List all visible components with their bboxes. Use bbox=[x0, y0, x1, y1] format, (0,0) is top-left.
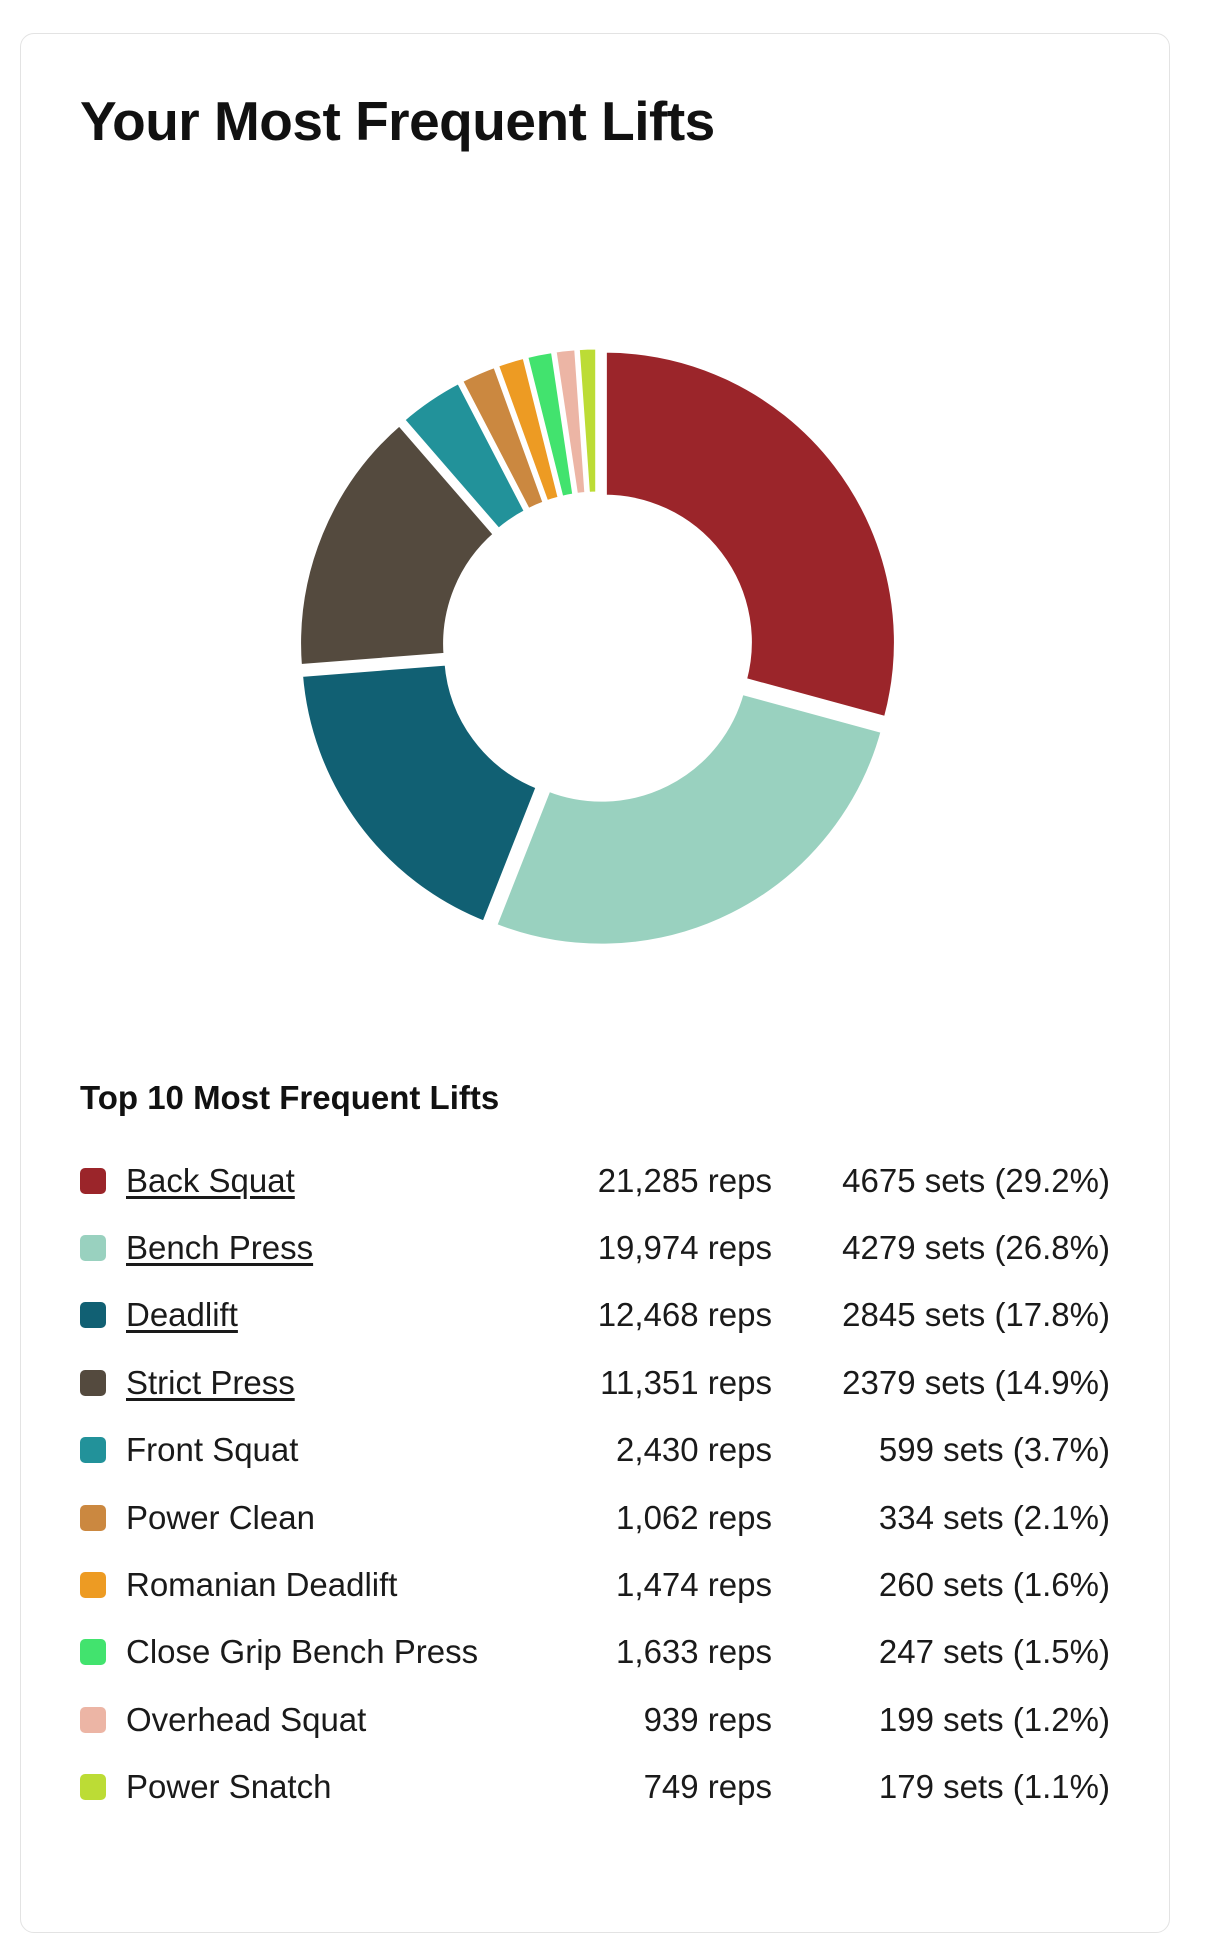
lift-reps: 12,468 reps bbox=[597, 1296, 772, 1334]
legend-swatch bbox=[80, 1437, 106, 1464]
lift-link[interactable]: Deadlift bbox=[126, 1296, 238, 1334]
lift-name: Close Grip Bench Press bbox=[126, 1633, 479, 1671]
lift-sets: 599 sets (3.7%) bbox=[878, 1431, 1110, 1469]
legend-item-romanian-deadlift: Romanian Deadlift 1,474 reps 260 sets (1.6… bbox=[80, 1551, 1110, 1618]
lift-sets: 199 sets (1.2%) bbox=[878, 1700, 1110, 1738]
legend-item-strict-press: Strict Press 11,351 reps 2379 sets (14.9%) bbox=[80, 1349, 1110, 1416]
legend-item-deadlift: Deadlift 12,468 reps 2845 sets (17.8%) bbox=[80, 1282, 1110, 1349]
legend-swatch bbox=[80, 1572, 106, 1599]
lift-name: Romanian Deadlift bbox=[126, 1566, 398, 1604]
lift-sets: 260 sets (1.6%) bbox=[878, 1566, 1110, 1604]
lift-link[interactable]: Strict Press bbox=[126, 1363, 295, 1401]
lift-reps: 11,351 reps bbox=[600, 1363, 772, 1401]
legend-title: Top 10 Most Frequent Lifts bbox=[80, 1079, 500, 1116]
slice-back-squat[interactable] bbox=[601, 347, 899, 722]
legend-item-power-clean: Power Clean 1,062 reps 334 sets (2.1%) bbox=[80, 1484, 1110, 1551]
slice-bench-press[interactable] bbox=[491, 689, 887, 949]
legend-item-front-squat: Front Squat 2,430 reps 599 sets (3.7%) bbox=[80, 1417, 1110, 1484]
legend-swatch bbox=[80, 1504, 106, 1531]
legend-item-overhead-squat: Overhead Squat 939 reps 199 sets (1.2%) bbox=[80, 1686, 1110, 1753]
lift-reps: 1,633 reps bbox=[616, 1633, 772, 1671]
donut-chart bbox=[296, 344, 899, 949]
lift-reps: 19,974 reps bbox=[597, 1229, 772, 1267]
lift-name: Overhead Squat bbox=[126, 1700, 367, 1738]
lift-name: Front Squat bbox=[126, 1431, 299, 1469]
legend-item-back-squat: Back Squat 21,285 reps 4675 sets (29.2%) bbox=[80, 1147, 1110, 1214]
legend-swatch bbox=[80, 1369, 106, 1396]
legend-item-bench-press: Bench Press 19,974 reps 4279 sets (26.8%) bbox=[80, 1214, 1110, 1281]
legend-swatch bbox=[80, 1774, 106, 1801]
legend-swatch bbox=[80, 1235, 106, 1262]
lift-reps: 939 reps bbox=[643, 1700, 772, 1738]
lift-sets: 247 sets (1.5%) bbox=[878, 1633, 1110, 1671]
lift-reps: 1,062 reps bbox=[616, 1498, 772, 1536]
lift-link[interactable]: Bench Press bbox=[126, 1229, 314, 1267]
legend-swatch bbox=[80, 1639, 106, 1666]
lift-sets: 179 sets (1.1%) bbox=[878, 1768, 1110, 1806]
lift-reps: 21,285 reps bbox=[597, 1161, 772, 1199]
legend-item-power-snatch: Power Snatch 749 reps 179 sets (1.1%) bbox=[80, 1754, 1110, 1821]
lift-sets: 4675 sets (29.2%) bbox=[842, 1161, 1110, 1199]
legend-swatch bbox=[80, 1706, 106, 1733]
lift-link[interactable]: Back Squat bbox=[126, 1161, 295, 1199]
legend-list: Back Squat 21,285 reps 4675 sets (29.2%) Be… bbox=[80, 1147, 1110, 1821]
lift-sets: 2845 sets (17.8%) bbox=[842, 1296, 1110, 1334]
card-title: Your Most Frequent Lifts bbox=[80, 90, 715, 152]
lift-sets: 4279 sets (26.8%) bbox=[842, 1229, 1110, 1267]
lift-sets: 334 sets (2.1%) bbox=[878, 1498, 1110, 1536]
lift-reps: 1,474 reps bbox=[616, 1566, 772, 1604]
slice-power-snatch[interactable] bbox=[574, 344, 601, 498]
slice-deadlift[interactable] bbox=[297, 660, 542, 927]
legend-swatch bbox=[80, 1167, 106, 1194]
lift-sets: 2379 sets (14.9%) bbox=[842, 1363, 1110, 1401]
lift-name: Power Snatch bbox=[126, 1768, 332, 1806]
legend-swatch bbox=[80, 1302, 106, 1329]
legend-item-close-grip-bench-press: Close Grip Bench Press 1,633 reps 247 sets… bbox=[80, 1619, 1110, 1686]
lift-reps: 749 reps bbox=[643, 1768, 772, 1806]
lift-name: Power Clean bbox=[126, 1498, 315, 1536]
lift-reps: 2,430 reps bbox=[616, 1431, 772, 1469]
slice-strict-press[interactable] bbox=[296, 419, 500, 670]
